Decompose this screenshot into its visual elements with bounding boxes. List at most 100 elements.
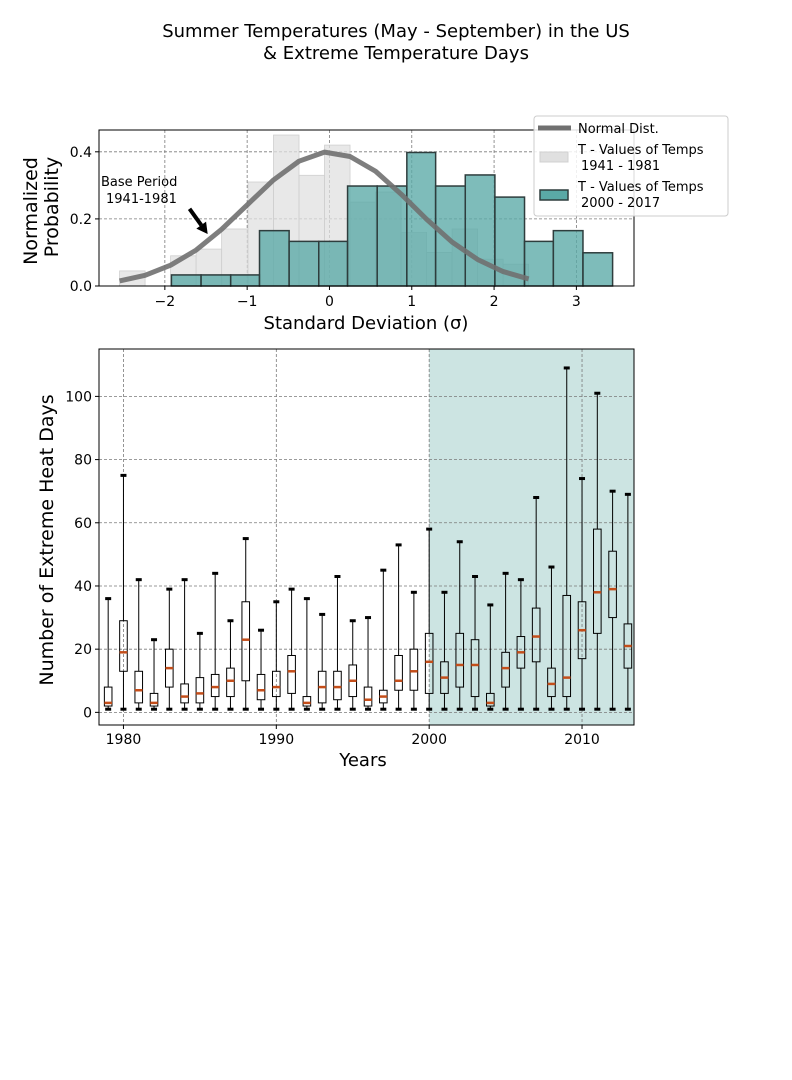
legend-base-label-line1: T - Values of Temps — [577, 143, 704, 158]
boxplot-2000 — [424, 527, 434, 711]
hist-xtick-label-4: 2 — [490, 294, 499, 310]
hist-ytick-label-2: 0.4 — [70, 145, 92, 161]
figure-title-line2: & Extreme Temperature Days — [263, 43, 529, 64]
hist-recent-bar-5 — [318, 240, 349, 287]
boxplot-1986 — [210, 571, 220, 711]
boxplot-1985 — [195, 631, 205, 711]
box-iqr — [547, 667, 556, 698]
box-ylabel: Number of Extreme Heat Days — [36, 394, 58, 685]
box-ytick-label-1: 20 — [74, 642, 92, 658]
boxplot-1995 — [348, 619, 358, 711]
histogram-legend: Normal Dist. T - Values of Temps 1941 - … — [533, 115, 729, 217]
hist-recent-bar-12 — [523, 240, 555, 287]
box-iqr — [486, 692, 495, 707]
box-iqr — [455, 632, 465, 688]
boxplot-1979 — [103, 597, 113, 711]
box-iqr — [272, 670, 281, 698]
boxplot-2004 — [486, 603, 495, 711]
box-iqr — [195, 677, 205, 704]
hist-recent-bar-4 — [288, 240, 320, 287]
box-iqr — [333, 670, 342, 701]
hist-recent-bar-14 — [582, 252, 614, 287]
boxplot-1999 — [409, 590, 419, 711]
box-iqr — [593, 528, 602, 634]
box-iqr — [119, 620, 128, 672]
boxplot-1982 — [149, 638, 159, 711]
box-iqr — [363, 686, 373, 707]
hist-xtick-label-2: 0 — [325, 294, 334, 310]
boxplot-1981 — [134, 578, 144, 711]
hist-recent-bar-10 — [464, 174, 496, 287]
annotation-arrow-head — [196, 221, 208, 234]
boxplot-2009 — [562, 366, 572, 711]
box-xlabel: Years — [338, 750, 387, 771]
boxplot-1998 — [394, 543, 403, 711]
legend-base-swatch — [539, 151, 569, 163]
box-iqr — [287, 654, 296, 694]
boxplot-2013 — [623, 492, 633, 711]
box-xtick-label-2: 2000 — [411, 732, 447, 748]
boxplot-2010 — [577, 477, 587, 711]
hist-recent-bar-3 — [258, 229, 290, 287]
box-iqr — [210, 673, 220, 698]
boxplot-2008 — [547, 565, 556, 711]
box-iqr — [149, 692, 159, 707]
boxplot-chart: 1980 1990 2000 2010 0 20 40 60 80 100 — [65, 348, 635, 748]
box-ytick-label-4: 80 — [74, 453, 92, 469]
boxplot-1992 — [302, 597, 312, 711]
boxplot-1990 — [272, 600, 281, 711]
hist-xtick-label-1: −1 — [237, 294, 258, 310]
hist-xlabel: Standard Deviation (σ) — [264, 313, 469, 334]
box-iqr — [226, 667, 235, 698]
hist-xtick-label-5: 3 — [572, 294, 581, 310]
hist-recent-bar-13 — [552, 229, 584, 287]
boxplot-2001 — [440, 590, 449, 711]
boxplot-1988 — [241, 537, 251, 711]
legend-normal-label: Normal Dist. — [578, 122, 659, 137]
boxplot-2011 — [593, 391, 602, 711]
box-ytick-label-3: 60 — [74, 516, 92, 532]
box-xtick-label-3: 2010 — [564, 732, 600, 748]
hist-ylabel-line2: Probability — [41, 157, 63, 257]
legend-base-label-line2: 1941 - 1981 — [581, 159, 660, 174]
legend-recent-label-line1: T - Values of Temps — [577, 180, 704, 195]
hist-recent-bar-2 — [229, 274, 261, 287]
box-iqr — [470, 639, 480, 698]
boxplot-2007 — [531, 496, 541, 711]
box-iqr — [134, 670, 144, 704]
box-iqr — [424, 632, 434, 694]
box-iqr — [501, 651, 510, 688]
boxplot-2006 — [516, 578, 526, 711]
boxplot-1984 — [180, 578, 189, 711]
boxplot-1987 — [226, 619, 235, 711]
hist-recent-bar-9 — [434, 185, 467, 287]
box-xtick-label-0: 1980 — [106, 732, 142, 748]
figure-title-line1: Summer Temperatures (May - September) in… — [162, 21, 630, 42]
box-ytick-label-2: 40 — [74, 579, 92, 595]
boxplot-1983 — [165, 587, 174, 711]
boxplot-1996 — [363, 616, 373, 711]
boxplot-2012 — [608, 489, 617, 711]
box-iqr — [394, 654, 403, 691]
box-iqr — [103, 686, 113, 707]
legend-recent-swatch — [539, 189, 569, 201]
hist-ytick-label-1: 0.2 — [70, 212, 92, 228]
boxplot-1993 — [317, 612, 327, 711]
box-iqr — [531, 607, 541, 663]
boxplot-1980 — [119, 473, 128, 711]
normal-dist-line — [119, 149, 530, 284]
box-iqr — [608, 550, 617, 619]
box-iqr — [241, 601, 251, 682]
boxplot-1989 — [256, 628, 266, 711]
hist-recent-bar-1 — [200, 274, 232, 287]
hist-ytick-label-0: 0.0 — [70, 279, 92, 295]
legend-frame — [533, 115, 729, 217]
box-axes-frame — [98, 348, 635, 726]
box-iqr — [302, 696, 312, 707]
boxplot-2005 — [501, 571, 510, 711]
histogram-chart: −2 −1 0 1 2 3 0.0 0.2 0.4 — [70, 129, 635, 310]
boxplot-1994 — [333, 574, 342, 711]
box-xtick-label-1: 1990 — [258, 732, 294, 748]
boxplot-2002 — [455, 540, 465, 711]
